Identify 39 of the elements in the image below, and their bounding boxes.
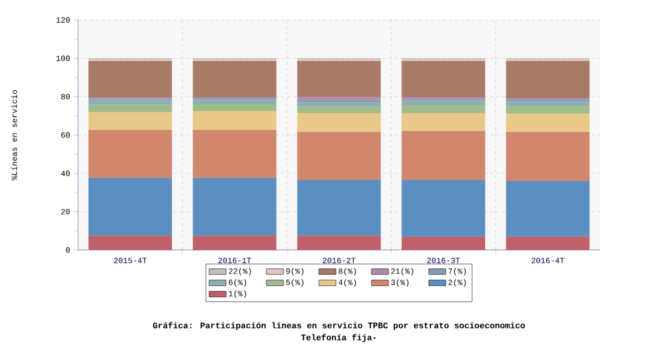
bar bbox=[88, 61, 172, 98]
bar bbox=[402, 236, 486, 250]
bar bbox=[506, 132, 590, 181]
bar bbox=[192, 236, 276, 250]
bar bbox=[297, 112, 381, 132]
bar bbox=[297, 102, 381, 107]
bar bbox=[297, 61, 381, 98]
bar bbox=[88, 130, 172, 178]
bar bbox=[297, 106, 381, 113]
bar bbox=[88, 112, 172, 130]
bar bbox=[506, 106, 590, 114]
text: Gráfica: Participación líneas en servicio TPBC por estrato socioeconomico bbox=[153, 322, 525, 330]
bar bbox=[297, 97, 381, 100]
bar bbox=[297, 132, 381, 180]
bar bbox=[192, 61, 276, 98]
bar bbox=[88, 104, 172, 112]
bar bbox=[192, 178, 276, 236]
bar bbox=[402, 100, 486, 106]
text: Telefonía fija- bbox=[301, 334, 376, 342]
bar bbox=[297, 236, 381, 250]
bar bbox=[506, 181, 590, 237]
bar bbox=[88, 236, 172, 250]
bar bbox=[402, 61, 486, 98]
bar bbox=[192, 104, 276, 112]
bar bbox=[297, 180, 381, 236]
bar bbox=[88, 178, 172, 236]
bar bbox=[506, 102, 590, 107]
bar bbox=[192, 130, 276, 178]
bar bbox=[402, 112, 486, 131]
bar bbox=[402, 180, 486, 237]
bar bbox=[402, 106, 486, 113]
bar bbox=[402, 130, 486, 180]
bar bbox=[506, 236, 590, 250]
bar bbox=[192, 100, 276, 104]
bar bbox=[506, 61, 590, 98]
bar bbox=[506, 114, 590, 132]
bar bbox=[88, 100, 172, 105]
bar bbox=[297, 100, 381, 102]
bar bbox=[192, 111, 276, 130]
